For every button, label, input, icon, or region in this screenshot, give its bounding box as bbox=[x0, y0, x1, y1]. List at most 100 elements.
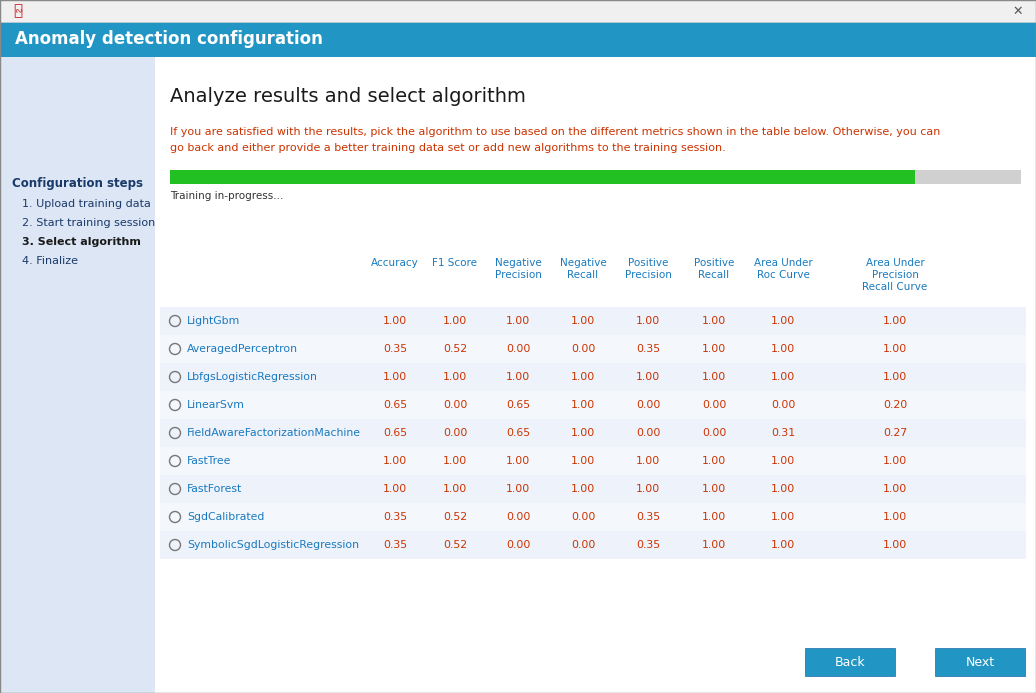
Text: 0.65: 0.65 bbox=[506, 400, 530, 410]
Text: LinearSvm: LinearSvm bbox=[188, 400, 244, 410]
Text: Accuracy: Accuracy bbox=[371, 258, 419, 268]
Text: 0.00: 0.00 bbox=[442, 428, 467, 438]
Text: Positive
Precision: Positive Precision bbox=[625, 258, 671, 280]
FancyBboxPatch shape bbox=[0, 22, 1036, 57]
Text: 0.65: 0.65 bbox=[506, 428, 530, 438]
FancyBboxPatch shape bbox=[160, 335, 1026, 363]
Text: Negative
Precision: Negative Precision bbox=[494, 258, 542, 280]
Text: 1.00: 1.00 bbox=[771, 372, 795, 382]
Text: 3. Select algorithm: 3. Select algorithm bbox=[22, 237, 141, 247]
Text: 1.00: 1.00 bbox=[442, 372, 467, 382]
FancyBboxPatch shape bbox=[160, 391, 1026, 419]
Text: 0.52: 0.52 bbox=[443, 540, 467, 550]
Text: 0.00: 0.00 bbox=[701, 428, 726, 438]
Text: 0.35: 0.35 bbox=[636, 512, 660, 522]
FancyBboxPatch shape bbox=[160, 531, 1026, 559]
FancyBboxPatch shape bbox=[160, 419, 1026, 447]
Text: 1.00: 1.00 bbox=[701, 372, 726, 382]
Text: 0.00: 0.00 bbox=[636, 428, 660, 438]
Text: 0.65: 0.65 bbox=[383, 400, 407, 410]
Text: FieldAwareFactorizationMachine: FieldAwareFactorizationMachine bbox=[188, 428, 361, 438]
Text: 0.35: 0.35 bbox=[383, 344, 407, 354]
Text: 1.00: 1.00 bbox=[771, 456, 795, 466]
FancyBboxPatch shape bbox=[160, 363, 1026, 391]
Text: 1.00: 1.00 bbox=[571, 400, 595, 410]
Text: Analyze results and select algorithm: Analyze results and select algorithm bbox=[170, 87, 526, 106]
Text: 1.00: 1.00 bbox=[383, 372, 407, 382]
Text: go back and either provide a better training data set or add new algorithms to t: go back and either provide a better trai… bbox=[170, 143, 726, 153]
Text: SymbolicSgdLogisticRegression: SymbolicSgdLogisticRegression bbox=[188, 540, 359, 550]
Text: Area Under
Roc Curve: Area Under Roc Curve bbox=[753, 258, 812, 280]
Text: F1 Score: F1 Score bbox=[432, 258, 478, 268]
Text: 0.00: 0.00 bbox=[506, 512, 530, 522]
Text: 4. Finalize: 4. Finalize bbox=[22, 256, 78, 266]
Text: 1.00: 1.00 bbox=[771, 484, 795, 494]
Text: 1.00: 1.00 bbox=[771, 316, 795, 326]
Text: 1.00: 1.00 bbox=[883, 344, 908, 354]
Text: 1.00: 1.00 bbox=[771, 512, 795, 522]
Text: 1.00: 1.00 bbox=[636, 372, 660, 382]
Text: 1.00: 1.00 bbox=[636, 316, 660, 326]
Text: 0.35: 0.35 bbox=[383, 540, 407, 550]
Text: 1.00: 1.00 bbox=[883, 512, 908, 522]
Text: AveragedPerceptron: AveragedPerceptron bbox=[188, 344, 298, 354]
Text: 1.00: 1.00 bbox=[571, 456, 595, 466]
Text: 1.00: 1.00 bbox=[442, 484, 467, 494]
FancyBboxPatch shape bbox=[155, 57, 1036, 693]
Text: 1.00: 1.00 bbox=[506, 372, 530, 382]
Text: 1.00: 1.00 bbox=[442, 456, 467, 466]
FancyBboxPatch shape bbox=[805, 648, 895, 676]
Text: 1.00: 1.00 bbox=[383, 484, 407, 494]
Text: LightGbm: LightGbm bbox=[188, 316, 240, 326]
Text: 0.20: 0.20 bbox=[883, 400, 908, 410]
Text: 1.00: 1.00 bbox=[883, 456, 908, 466]
Text: 0.00: 0.00 bbox=[571, 344, 596, 354]
Text: Training in-progress...: Training in-progress... bbox=[170, 191, 284, 201]
Text: 0.00: 0.00 bbox=[442, 400, 467, 410]
Text: 2. Start training session: 2. Start training session bbox=[22, 218, 155, 228]
Text: FastForest: FastForest bbox=[188, 484, 242, 494]
Text: 1.00: 1.00 bbox=[701, 512, 726, 522]
Text: 0.35: 0.35 bbox=[636, 540, 660, 550]
Text: 1. Upload training data: 1. Upload training data bbox=[22, 199, 151, 209]
Text: 0.00: 0.00 bbox=[506, 540, 530, 550]
FancyBboxPatch shape bbox=[936, 648, 1025, 676]
Text: Area Under
Precision
Recall Curve: Area Under Precision Recall Curve bbox=[862, 258, 927, 292]
Text: 0.00: 0.00 bbox=[571, 540, 596, 550]
Text: 1.00: 1.00 bbox=[636, 456, 660, 466]
Text: 1.00: 1.00 bbox=[571, 316, 595, 326]
Text: ⬭: ⬭ bbox=[13, 3, 23, 19]
FancyBboxPatch shape bbox=[160, 503, 1026, 531]
Text: 1.00: 1.00 bbox=[383, 456, 407, 466]
Text: Back: Back bbox=[835, 656, 865, 669]
FancyBboxPatch shape bbox=[170, 170, 915, 184]
Text: 0.00: 0.00 bbox=[636, 400, 660, 410]
FancyBboxPatch shape bbox=[170, 170, 1021, 184]
Text: 1.00: 1.00 bbox=[883, 372, 908, 382]
Text: Negative
Recall: Negative Recall bbox=[559, 258, 606, 280]
Text: 1.00: 1.00 bbox=[883, 540, 908, 550]
Text: 1.00: 1.00 bbox=[506, 456, 530, 466]
FancyBboxPatch shape bbox=[160, 475, 1026, 503]
Text: Configuration steps: Configuration steps bbox=[12, 177, 143, 190]
FancyBboxPatch shape bbox=[0, 57, 155, 693]
Text: 1.00: 1.00 bbox=[701, 344, 726, 354]
Text: 1.00: 1.00 bbox=[571, 372, 595, 382]
Text: ∾: ∾ bbox=[13, 6, 22, 16]
Text: 0.35: 0.35 bbox=[636, 344, 660, 354]
Text: LbfgsLogisticRegression: LbfgsLogisticRegression bbox=[188, 372, 318, 382]
Text: 1.00: 1.00 bbox=[771, 344, 795, 354]
Text: 1.00: 1.00 bbox=[701, 316, 726, 326]
Text: 1.00: 1.00 bbox=[571, 484, 595, 494]
Text: Positive
Recall: Positive Recall bbox=[694, 258, 735, 280]
FancyBboxPatch shape bbox=[160, 447, 1026, 475]
Text: 1.00: 1.00 bbox=[701, 540, 726, 550]
Text: Next: Next bbox=[966, 656, 995, 669]
Text: 1.00: 1.00 bbox=[701, 484, 726, 494]
Text: 1.00: 1.00 bbox=[636, 484, 660, 494]
Text: 0.00: 0.00 bbox=[771, 400, 796, 410]
FancyBboxPatch shape bbox=[160, 307, 1026, 335]
Text: 0.27: 0.27 bbox=[883, 428, 908, 438]
Text: 0.52: 0.52 bbox=[443, 512, 467, 522]
FancyBboxPatch shape bbox=[0, 0, 1036, 22]
